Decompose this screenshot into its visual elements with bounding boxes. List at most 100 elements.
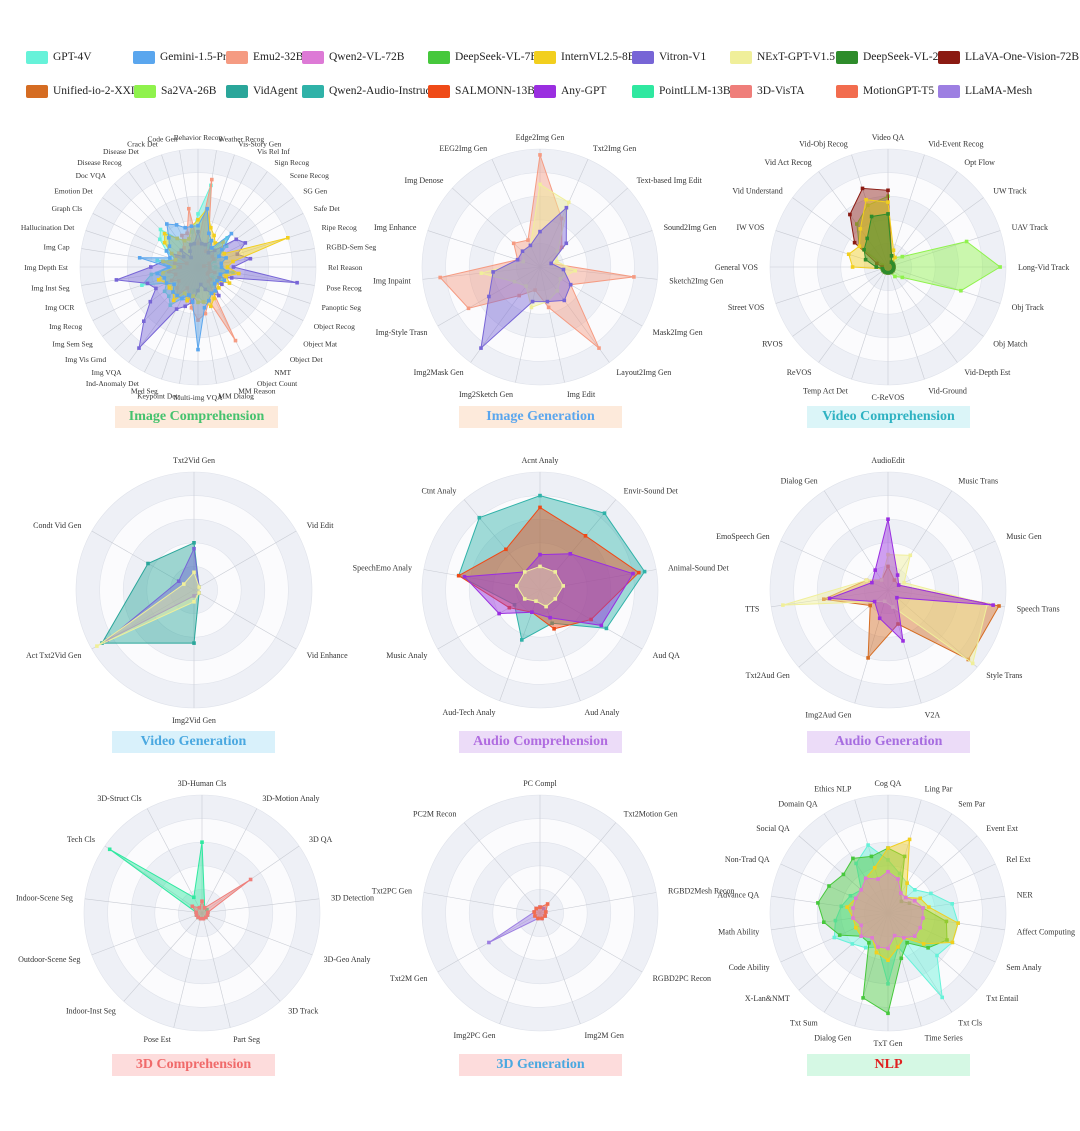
axis-label: Vid-Event Recog <box>928 139 983 148</box>
series-point <box>875 261 879 266</box>
series-point <box>213 289 218 293</box>
axis-label: Text-based Img Edit <box>637 176 703 185</box>
series-point <box>886 200 890 204</box>
series-point <box>148 299 153 304</box>
axis-label: RGBD2PC Recon <box>653 974 711 983</box>
series-point <box>177 279 181 283</box>
axis-label: Time Series <box>925 1034 963 1043</box>
series-point <box>487 940 491 945</box>
axis-label: Tech Cls <box>67 835 95 844</box>
series-point <box>927 905 931 909</box>
series-point <box>243 241 248 245</box>
axis-label: Txt2Aud Gen <box>746 671 790 680</box>
series-point <box>534 906 538 911</box>
series-point <box>511 241 516 246</box>
series-point <box>837 933 842 937</box>
legend-swatch <box>632 84 654 98</box>
series-point <box>210 254 215 259</box>
series-point <box>886 212 890 216</box>
axis-label: 3D-Human Cls <box>178 779 227 788</box>
legend-item: LLaMA-Mesh <box>938 84 1032 98</box>
axis-label: Img Edit <box>567 390 596 399</box>
series-point <box>524 284 528 288</box>
series-point <box>161 259 165 264</box>
axis-label: TTS <box>745 605 759 614</box>
series-point <box>852 240 857 245</box>
series-point <box>959 288 963 293</box>
axis-label: Street VOS <box>728 303 765 312</box>
series-point <box>137 256 142 260</box>
series-point <box>158 227 163 232</box>
series-point <box>196 223 200 228</box>
series-point <box>851 906 855 910</box>
series-point <box>212 233 216 238</box>
series-point <box>217 254 221 259</box>
axis-label: Img2Vid Gen <box>172 716 216 725</box>
series-point <box>864 578 869 582</box>
axis-label: Txt2Vid Gen <box>173 456 215 465</box>
series-point <box>850 265 855 269</box>
series-point <box>180 296 184 301</box>
series-point <box>231 259 235 264</box>
series-point <box>181 254 186 259</box>
radar-spoke <box>423 569 541 591</box>
series-point <box>859 923 863 928</box>
legend-item: GPT-4V <box>26 50 92 64</box>
series-point <box>859 888 863 892</box>
radar-spoke <box>92 213 199 268</box>
legend-swatch <box>302 84 324 98</box>
series-point <box>886 564 890 569</box>
series-point <box>839 904 844 909</box>
axis-label: Animal-Sound Det <box>668 563 729 572</box>
axis-label: Domain QA <box>778 800 818 809</box>
radar-spoke <box>197 266 235 380</box>
axis-label: SG Gen <box>303 187 327 196</box>
legend-swatch <box>26 84 48 98</box>
legend-swatch <box>938 84 960 98</box>
series-point <box>168 303 173 307</box>
legend-swatch <box>534 50 556 64</box>
axis-label: Txt2PC Gen <box>372 886 412 895</box>
axis-label: Vid Enhance <box>307 651 349 660</box>
series-point <box>866 656 870 660</box>
axis-label: Txt Entail <box>986 994 1019 1003</box>
series-point <box>869 214 874 219</box>
radar-spoke <box>201 912 231 1028</box>
series-point <box>879 578 884 582</box>
series-point <box>854 925 858 930</box>
radar-spoke <box>780 863 889 914</box>
radar-spoke <box>197 183 282 268</box>
series-point <box>479 346 483 350</box>
axis-label: UAV Track <box>1012 223 1048 232</box>
axis-label: Condt Vid Gen <box>33 521 81 530</box>
legend-item: Sa2VA-26B <box>134 84 216 98</box>
series-point <box>169 251 174 256</box>
legend-label: Any-GPT <box>561 85 607 97</box>
series-point <box>507 605 512 610</box>
radar-spoke <box>854 589 889 704</box>
axis-label: Ctnt Analy <box>422 486 457 495</box>
axis-label: Outdoor-Scene Seg <box>18 955 80 964</box>
series-point <box>191 294 196 298</box>
axis-label: Txt Sum <box>790 1018 819 1027</box>
series-point <box>876 945 880 949</box>
series-point <box>105 638 109 642</box>
series-point <box>149 272 154 277</box>
series-point <box>177 251 181 255</box>
series-point <box>568 282 573 287</box>
series-point <box>534 599 538 603</box>
series-point <box>210 284 214 288</box>
series-point <box>896 877 900 881</box>
series-point <box>155 271 159 276</box>
series-point <box>997 604 1001 608</box>
series-point <box>158 237 162 242</box>
radar-panel: Acnt Analy Envir-Sound Det Animal-Sound De… <box>353 456 730 717</box>
series-point <box>553 570 557 574</box>
series-point <box>561 584 565 588</box>
series-point <box>866 843 870 847</box>
series-point <box>224 274 228 278</box>
series-point <box>545 902 550 906</box>
series-point <box>860 186 865 191</box>
radar-spoke <box>144 266 199 373</box>
legend-label: 3D-VisTA <box>757 85 805 97</box>
